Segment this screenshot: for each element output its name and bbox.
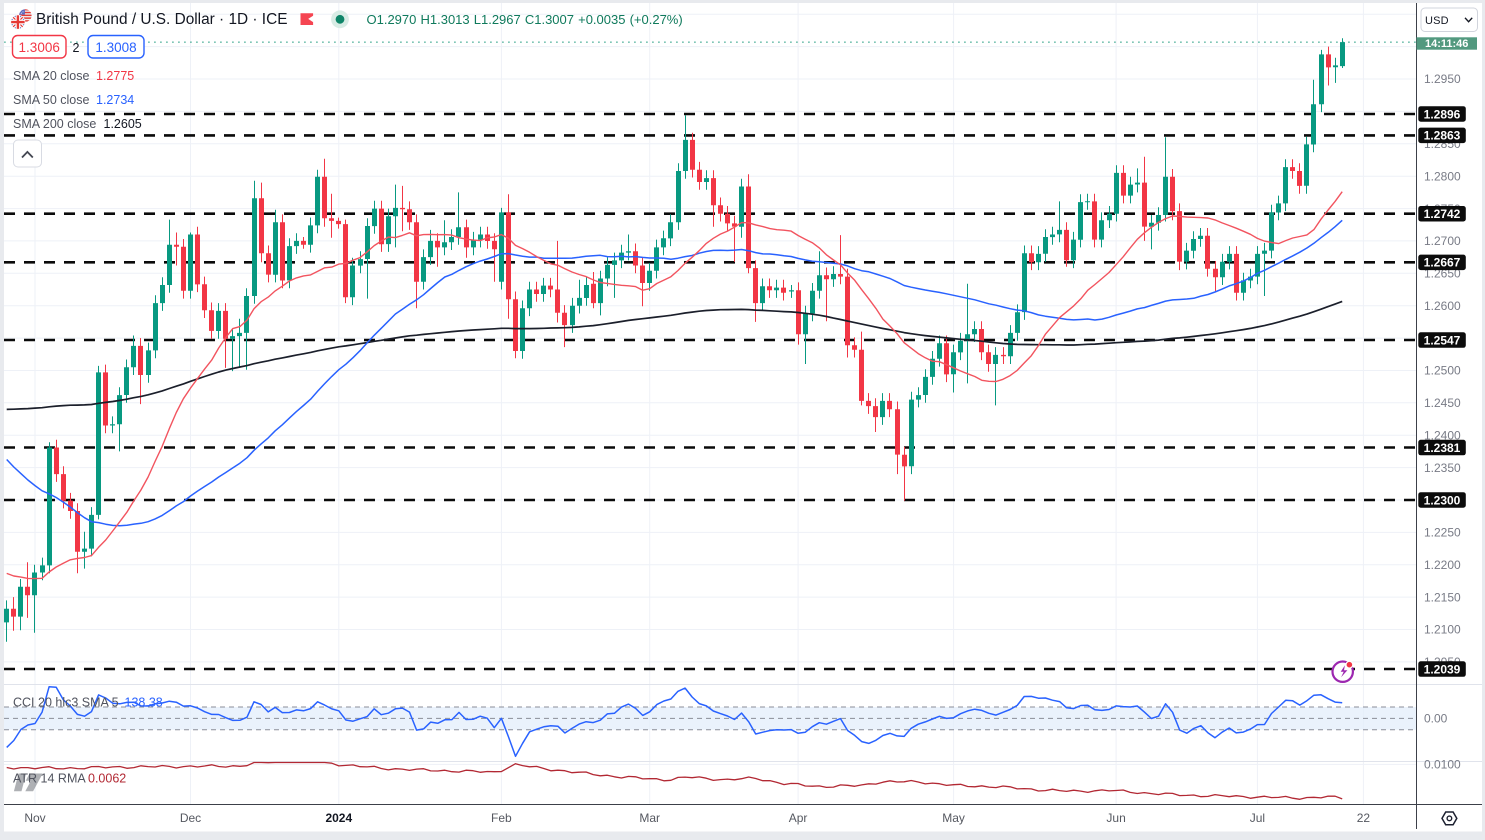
svg-text:1.2800: 1.2800	[1424, 169, 1461, 183]
svg-text:O1.2970 H1.3013 L1.2967 C1.300: O1.2970 H1.3013 L1.2967 C1.3007 +0.0035 …	[367, 12, 683, 27]
svg-text:2024: 2024	[325, 811, 352, 825]
svg-text:1.2350: 1.2350	[1424, 461, 1461, 475]
svg-text:1.2667: 1.2667	[1424, 256, 1461, 270]
svg-text:Jul: Jul	[1250, 811, 1265, 825]
svg-text:1.2150: 1.2150	[1424, 590, 1461, 604]
svg-text:1.2300: 1.2300	[1424, 493, 1461, 507]
svg-text:1.2500: 1.2500	[1424, 364, 1461, 378]
svg-text:1.2400: 1.2400	[1424, 428, 1461, 442]
svg-text:14:11:46: 14:11:46	[1425, 38, 1468, 50]
svg-text:British Pound / U.S. Dollar ·: British Pound / U.S. Dollar · 1D · ICE	[36, 11, 287, 28]
svg-text:1.3008: 1.3008	[95, 40, 136, 55]
svg-text:1.2775: 1.2775	[96, 69, 134, 83]
svg-text:2: 2	[73, 41, 80, 55]
svg-text:138.38: 138.38	[125, 696, 163, 710]
svg-text:1.2100: 1.2100	[1424, 623, 1461, 637]
svg-text:CCI 20 hlc3 SMA 5: CCI 20 hlc3 SMA 5	[13, 696, 119, 710]
svg-text:1.2863: 1.2863	[1424, 129, 1461, 143]
svg-text:0.00: 0.00	[1424, 712, 1448, 726]
svg-text:ATR 14 RMA: ATR 14 RMA	[13, 772, 86, 786]
svg-text:1.2605: 1.2605	[104, 117, 142, 131]
svg-text:22: 22	[1357, 811, 1371, 825]
svg-text:May: May	[942, 811, 965, 825]
svg-text:1.2742: 1.2742	[1424, 207, 1461, 221]
svg-text:1.2250: 1.2250	[1424, 526, 1461, 540]
svg-text:Nov: Nov	[24, 811, 45, 825]
svg-text:1.3006: 1.3006	[19, 40, 60, 55]
svg-text:1.2200: 1.2200	[1424, 558, 1461, 572]
svg-text:1.2700: 1.2700	[1424, 234, 1461, 248]
svg-text:1.2734: 1.2734	[96, 93, 134, 107]
svg-text:1.2450: 1.2450	[1424, 396, 1461, 410]
svg-text:1.2039: 1.2039	[1424, 662, 1461, 676]
svg-text:USD: USD	[1425, 15, 1449, 27]
svg-text:Apr: Apr	[789, 811, 808, 825]
svg-text:0.0062: 0.0062	[88, 772, 126, 786]
svg-text:1.2950: 1.2950	[1424, 72, 1461, 86]
svg-text:1.2896: 1.2896	[1424, 107, 1461, 121]
svg-text:SMA 20 close: SMA 20 close	[13, 69, 89, 83]
svg-text:SMA 50 close: SMA 50 close	[13, 93, 89, 107]
svg-text:1.2600: 1.2600	[1424, 299, 1461, 313]
svg-text:0.0100: 0.0100	[1424, 758, 1461, 772]
svg-text:SMA 200 close: SMA 200 close	[13, 117, 96, 131]
svg-text:Feb: Feb	[491, 811, 512, 825]
svg-text:1.2381: 1.2381	[1424, 441, 1461, 455]
svg-text:Jun: Jun	[1106, 811, 1125, 825]
svg-text:Dec: Dec	[180, 811, 201, 825]
svg-text:1.2547: 1.2547	[1424, 333, 1461, 347]
svg-text:Mar: Mar	[639, 811, 660, 825]
